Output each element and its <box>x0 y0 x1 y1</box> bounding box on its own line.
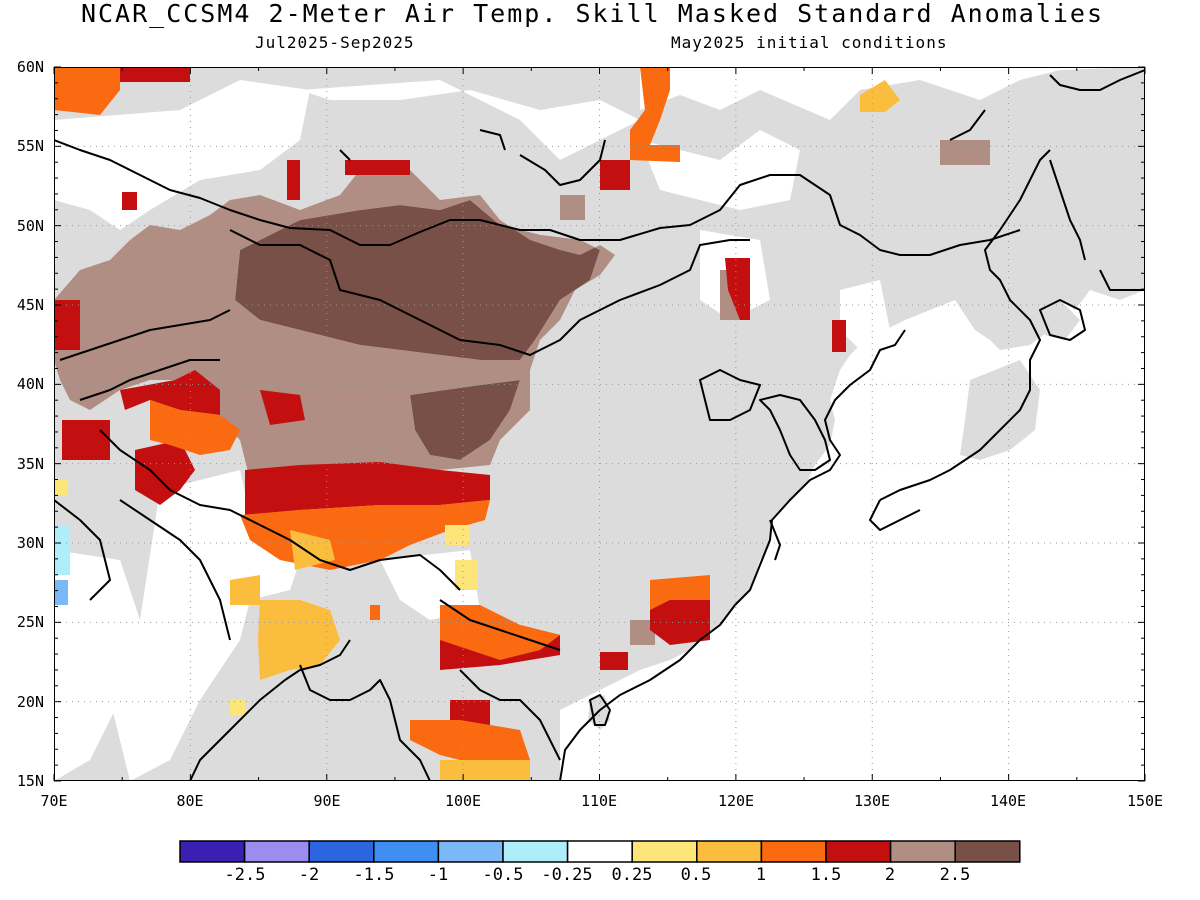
colorbar-swatch <box>437 840 504 863</box>
colorbar-label: 0.25 <box>612 865 653 885</box>
lat-label: 60N <box>17 58 44 76</box>
lat-label: 55N <box>17 137 44 155</box>
forecast-period: Jul2025-Sep2025 <box>255 33 415 52</box>
colorbar-label: -1.5 <box>354 865 395 885</box>
initial-conditions: May2025 initial conditions <box>671 33 948 52</box>
lat-label: 45N <box>17 296 44 314</box>
colorbar-swatch <box>308 840 375 863</box>
anomaly-negative <box>54 525 70 605</box>
colorbar-label: -0.25 <box>541 865 592 885</box>
colorbar-label: 1 <box>756 865 766 885</box>
colorbar-swatch <box>954 840 1021 863</box>
colorbar-label: -1 <box>428 865 448 885</box>
colorbar-swatch <box>243 840 310 863</box>
lat-label: 20N <box>17 693 44 711</box>
lon-label: 110E <box>581 792 617 810</box>
colorbar-swatch <box>760 840 827 863</box>
lon-label: 130E <box>854 792 890 810</box>
lon-label: 140E <box>990 792 1026 810</box>
colorbar-label: 0.5 <box>681 865 712 885</box>
colorbar-swatch <box>373 840 440 863</box>
colorbar-label: 1.5 <box>811 865 842 885</box>
anomaly-0-5-to-1 <box>230 80 900 781</box>
lon-label: 100E <box>445 792 481 810</box>
lon-label: 70E <box>40 792 67 810</box>
longitude-labels: 70E 80E 90E 100E 110E 120E 130E 140E 150… <box>40 792 1163 810</box>
lat-label: 50N <box>17 217 44 235</box>
colorbar-swatch <box>502 840 569 863</box>
colorbar-swatch <box>631 840 698 863</box>
lat-label: 25N <box>17 613 44 631</box>
colorbar: -2.5 -2 -1.5 -1 -0.5 -0.25 0.25 0.5 1 1.… <box>179 840 1021 885</box>
lon-label: 80E <box>176 792 203 810</box>
lon-label: 90E <box>313 792 340 810</box>
lat-label: 35N <box>17 455 44 473</box>
colorbar-swatch <box>825 840 892 863</box>
lon-label: 120E <box>718 792 754 810</box>
lon-label: 150E <box>1127 792 1163 810</box>
map-plot-area <box>54 67 1145 781</box>
map-title: NCAR_CCSM4 2-Meter Air Temp. Skill Maske… <box>80 0 1105 28</box>
axis-ticks <box>53 66 1146 782</box>
lat-label: 40N <box>17 375 44 393</box>
colorbar-label: -0.5 <box>483 865 524 885</box>
colorbar-swatch <box>696 840 763 863</box>
colorbar-swatch <box>566 840 633 863</box>
colorbar-label: 2 <box>885 865 895 885</box>
colorbar-label: 2.5 <box>940 865 971 885</box>
anomaly-0-25-to-0-5 <box>54 480 478 715</box>
coastlines-borders <box>54 69 1145 781</box>
colorbar-swatch <box>889 840 956 863</box>
colorbar-swatch <box>179 840 246 863</box>
latitude-labels: 60N 55N 50N 45N 40N 35N 30N 25N 20N 15N <box>17 58 44 790</box>
colorbar-label: -2 <box>299 865 319 885</box>
lat-label: 15N <box>17 772 44 790</box>
colorbar-label: -2.5 <box>225 865 266 885</box>
lat-label: 30N <box>17 534 44 552</box>
colorbar-boxes <box>179 840 1021 863</box>
